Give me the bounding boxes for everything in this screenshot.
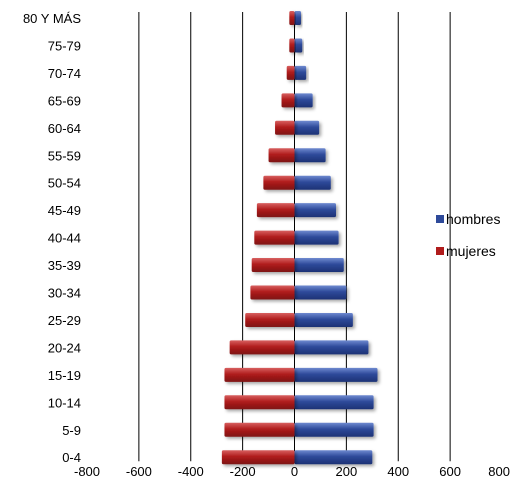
bar-hombres-3 (294, 93, 313, 108)
y-tick-label: 50-54 (48, 176, 81, 191)
y-tick-label: 35-39 (48, 258, 81, 273)
bar-mujeres-6 (263, 175, 295, 190)
bars (221, 11, 378, 465)
y-tick-label: 45-49 (48, 203, 81, 218)
bar-mujeres-10 (250, 285, 295, 300)
bar-mujeres-12 (229, 340, 295, 355)
bar-hombres-8 (294, 230, 339, 245)
bar-mujeres-2 (286, 65, 295, 80)
bar-mujeres-7 (256, 203, 295, 218)
legend-label-hombres: hombres (446, 211, 500, 227)
y-tick-label: 30-34 (48, 286, 81, 301)
legend-label-mujeres: mujeres (446, 243, 496, 259)
bar-mujeres-8 (254, 230, 295, 245)
bar-hombres-1 (294, 38, 303, 53)
x-tick-label: 600 (439, 464, 461, 479)
bar-hombres-4 (294, 120, 320, 135)
y-tick-label: 20-24 (48, 340, 81, 355)
y-tick-label: 80 Y MÁS (23, 11, 81, 26)
legend-swatch-mujeres (436, 247, 444, 255)
bar-mujeres-4 (275, 120, 295, 135)
grid-lines (138, 12, 451, 462)
x-tick-label: 200 (336, 464, 358, 479)
bar-hombres-5 (294, 148, 326, 163)
y-tick-label: 5-9 (62, 423, 81, 438)
bar-mujeres-0 (289, 11, 295, 25)
bar-hombres-6 (294, 175, 331, 190)
y-tick-label: 0-4 (62, 450, 81, 465)
x-tick-label: 400 (387, 464, 409, 479)
legend-swatch-hombres (436, 215, 444, 223)
bar-mujeres-14 (224, 395, 295, 410)
bar-mujeres-5 (268, 148, 295, 163)
y-tick-label: 65-69 (48, 93, 81, 108)
y-tick-label: 25-29 (48, 313, 81, 328)
x-tick-label: -600 (126, 464, 152, 479)
bar-mujeres-1 (289, 38, 295, 53)
bar-hombres-7 (294, 203, 336, 218)
bar-hombres-2 (294, 65, 307, 80)
y-tick-label: 10-14 (48, 395, 81, 410)
bar-mujeres-9 (251, 258, 295, 273)
y-tick-label: 15-19 (48, 368, 81, 383)
y-tick-label: 40-44 (48, 231, 81, 246)
x-tick-label: -200 (230, 464, 256, 479)
x-tick-label: -800 (74, 464, 100, 479)
bar-hombres-9 (294, 258, 344, 273)
bar-mujeres-13 (224, 367, 295, 382)
x-tick-label: 800 (488, 464, 510, 479)
y-tick-label: 75-79 (48, 38, 81, 53)
y-tick-label: 55-59 (48, 148, 81, 163)
bar-hombres-16 (294, 450, 373, 465)
bar-hombres-14 (294, 395, 374, 410)
y-axis-labels: 80 Y MÁS 75-79 70-74 65-69 60-64 55-59 50-54 45… (23, 11, 81, 465)
bar-hombres-11 (294, 312, 353, 327)
legend: hombres mujeres (436, 211, 500, 259)
x-tick-label: 0 (291, 464, 298, 479)
bar-mujeres-11 (245, 312, 295, 327)
x-tick-label: -400 (178, 464, 204, 479)
bar-hombres-15 (294, 422, 374, 437)
bar-hombres-10 (294, 285, 347, 300)
bar-hombres-0 (294, 11, 301, 25)
x-axis-labels: -800 -600 -400 -200 0 200 400 600 800 (74, 464, 510, 479)
bar-mujeres-16 (221, 450, 295, 465)
bar-mujeres-15 (224, 422, 295, 437)
bar-hombres-13 (294, 367, 378, 382)
bar-hombres-12 (294, 340, 369, 355)
bar-mujeres-3 (281, 93, 295, 108)
y-tick-label: 60-64 (48, 121, 81, 136)
y-tick-label: 70-74 (48, 66, 81, 81)
